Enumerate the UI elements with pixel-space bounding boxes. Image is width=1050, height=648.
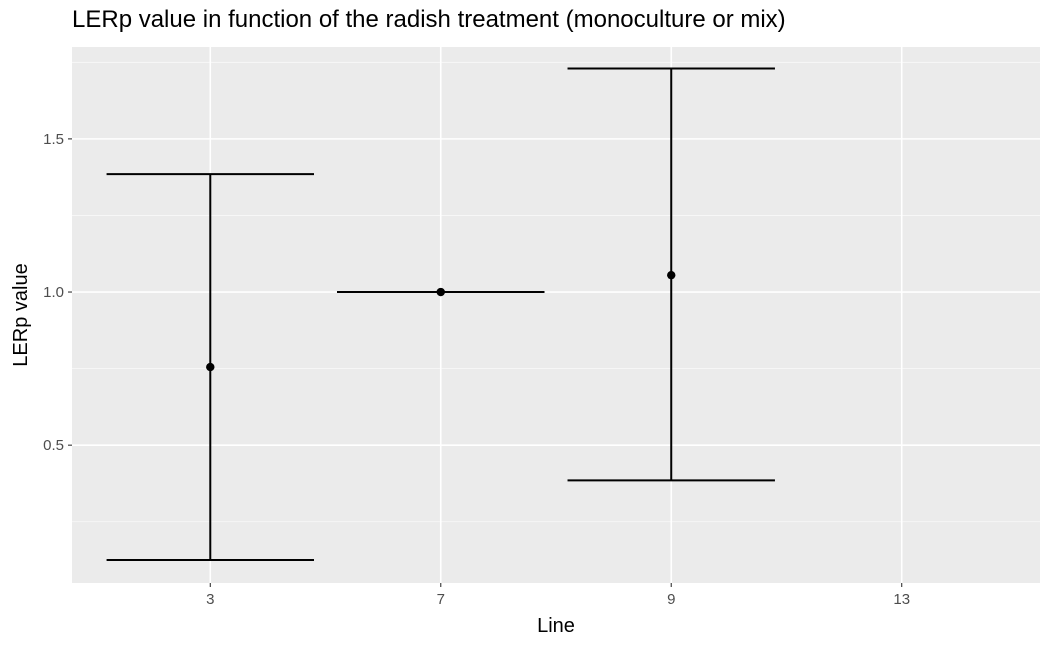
- chart-title: LERp value in function of the radish tre…: [72, 6, 786, 33]
- data-point: [206, 362, 215, 372]
- plot-panel: [72, 47, 1040, 583]
- x-tick-label: 9: [667, 591, 675, 608]
- minor-gridlines: [72, 61, 1040, 523]
- x-tick-label: 13: [893, 591, 910, 608]
- x-tick-label: 7: [437, 591, 445, 608]
- error-bars: [106, 67, 775, 562]
- y-tick-label: 0.5: [43, 437, 64, 454]
- data-point: [436, 287, 445, 297]
- y-axis-title: LERp value: [10, 263, 32, 366]
- x-tick-label: 3: [206, 591, 214, 608]
- x-axis-title: Line: [537, 615, 575, 637]
- x-axis: 3 7 9 13: [206, 583, 910, 608]
- y-tick-label: 1.5: [43, 131, 64, 148]
- data-point: [667, 270, 676, 280]
- y-tick-label: 1.0: [43, 284, 64, 301]
- y-axis: 0.5 1.0 1.5: [43, 131, 72, 454]
